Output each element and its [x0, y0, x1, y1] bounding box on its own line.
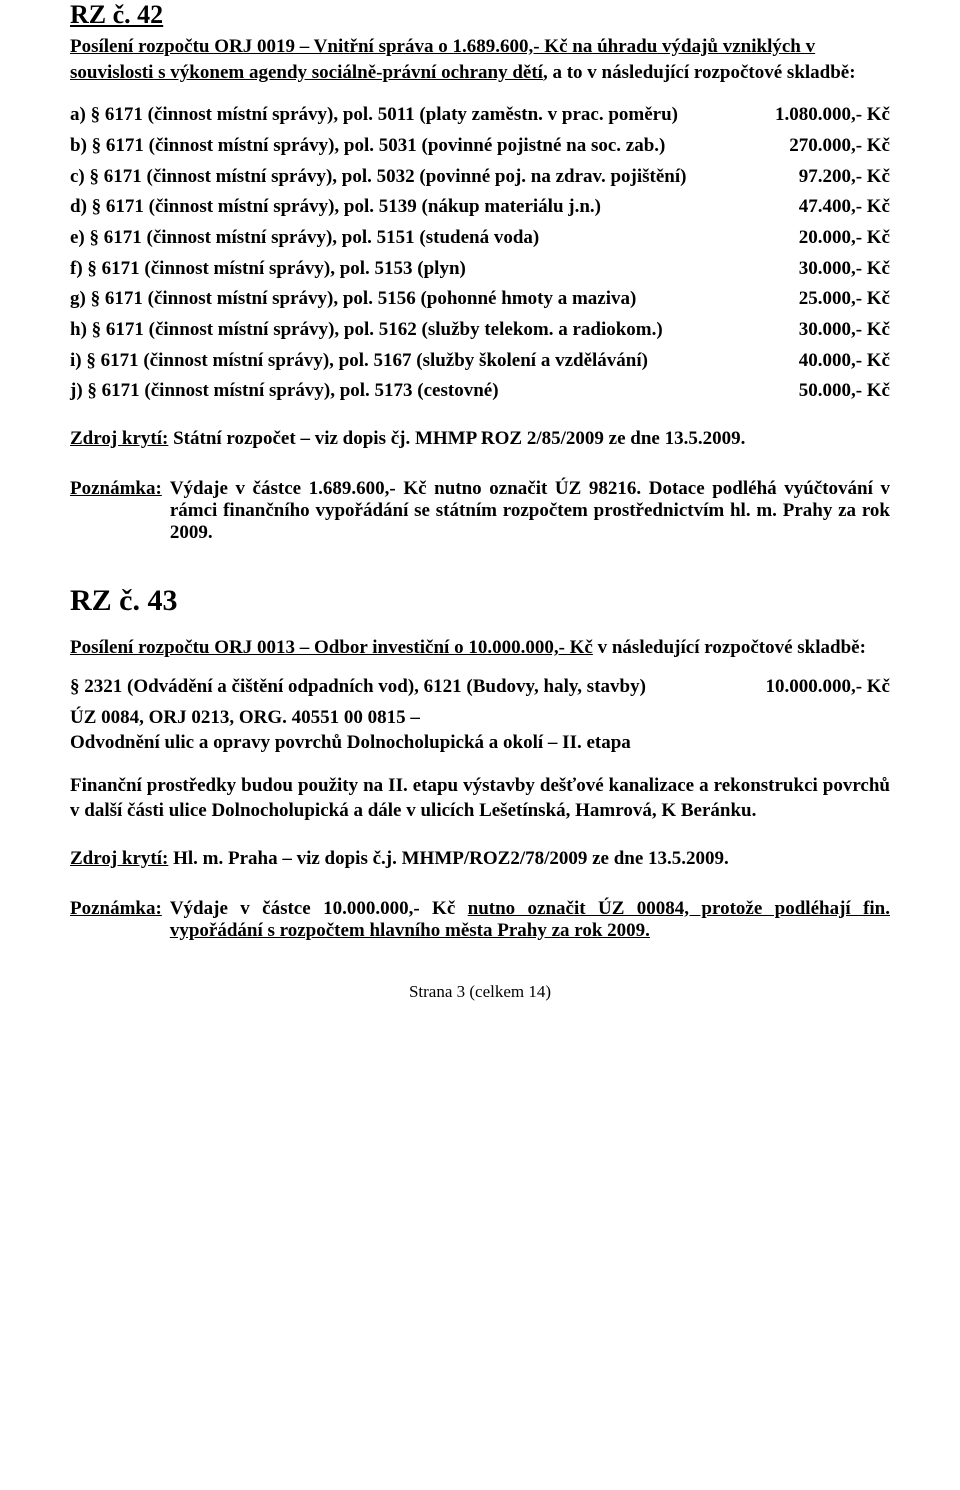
zdroj-text: Hl. m. Praha – viz dopis č.j. MHMP/ROZ2/… — [168, 848, 728, 869]
item-amount: 97.200,- Kč — [799, 165, 890, 190]
section-heading-rz42: RZ č. 42 — [70, 0, 890, 30]
section2-intro-underlined: Posílení rozpočtu ORJ 0013 – Odbor inves… — [70, 637, 593, 658]
document-page: RZ č. 42 Posílení rozpočtu ORJ 0019 – Vn… — [0, 0, 960, 1032]
item-label: j) § 6171 (činnost místní správy), pol. … — [70, 379, 799, 404]
item-label: i) § 6171 (činnost místní správy), pol. … — [70, 349, 799, 374]
page-footer: Strana 3 (celkem 14) — [70, 982, 890, 1002]
item-amount: 30.000,- Kč — [799, 257, 890, 282]
section2-items: § 2321 (Odvádění a čištění odpadních vod… — [70, 675, 890, 755]
budget-item-b: b) § 6171 (činnost místní správy), pol. … — [70, 134, 890, 159]
section2-line-odvodneni: Odvodnění ulic a opravy povrchů Dolnocho… — [70, 731, 890, 756]
budget-item-e: e) § 6171 (činnost místní správy), pol. … — [70, 226, 890, 251]
section2-line-uz: ÚZ 0084, ORJ 0213, ORG. 40551 00 0815 – — [70, 706, 890, 731]
item-label: § 2321 (Odvádění a čištění odpadních vod… — [70, 675, 765, 700]
item-label: f) § 6171 (činnost místní správy), pol. … — [70, 257, 799, 282]
item-amount: 47.400,- Kč — [799, 195, 890, 220]
item-label: g) § 6171 (činnost místní správy), pol. … — [70, 287, 799, 312]
note-body: Výdaje v částce 1.689.600,- Kč nutno ozn… — [170, 478, 890, 544]
budget-item-2321: § 2321 (Odvádění a čištění odpadních vod… — [70, 675, 890, 700]
item-label: b) § 6171 (činnost místní správy), pol. … — [70, 134, 789, 159]
section-heading-rz43: RZ č. 43 — [70, 584, 890, 618]
item-amount: 25.000,- Kč — [799, 287, 890, 312]
section2-intro-after: v následující rozpočtové skladbě: — [593, 637, 866, 658]
note-label: Poznámka: — [70, 898, 162, 942]
section2-paragraph: Finanční prostředky budou použity na II.… — [70, 774, 890, 823]
budget-item-f: f) § 6171 (činnost místní správy), pol. … — [70, 257, 890, 282]
item-label: a) § 6171 (činnost místní správy), pol. … — [70, 103, 775, 128]
item-amount: 40.000,- Kč — [799, 349, 890, 374]
budget-item-h: h) § 6171 (činnost místní správy), pol. … — [70, 318, 890, 343]
section2-zdroj: Zdroj krytí: Hl. m. Praha – viz dopis č.… — [70, 848, 890, 870]
section1-items: a) § 6171 (činnost místní správy), pol. … — [70, 103, 890, 404]
budget-item-i: i) § 6171 (činnost místní správy), pol. … — [70, 349, 890, 374]
item-amount: 1.080.000,- Kč — [775, 103, 890, 128]
budget-item-d: d) § 6171 (činnost místní správy), pol. … — [70, 195, 890, 220]
zdroj-label: Zdroj krytí: — [70, 428, 168, 449]
note-label: Poznámka: — [70, 478, 162, 544]
section1-zdroj: Zdroj krytí: Státní rozpočet – viz dopis… — [70, 428, 890, 450]
section2-intro: Posílení rozpočtu ORJ 0013 – Odbor inves… — [70, 637, 890, 659]
item-label: e) § 6171 (činnost místní správy), pol. … — [70, 226, 799, 251]
item-amount: 10.000.000,- Kč — [765, 675, 890, 700]
item-amount: 270.000,- Kč — [789, 134, 890, 159]
item-amount: 20.000,- Kč — [799, 226, 890, 251]
section1-note: Poznámka: Výdaje v částce 1.689.600,- Kč… — [70, 478, 890, 544]
section2-note: Poznámka: Výdaje v částce 10.000.000,- K… — [70, 898, 890, 942]
item-label: h) § 6171 (činnost místní správy), pol. … — [70, 318, 799, 343]
zdroj-label: Zdroj krytí: — [70, 848, 168, 869]
note-before: Výdaje v částce 10.000.000,- Kč — [170, 898, 468, 919]
section1-intro-after: , a to v následující rozpočtové skladbě: — [543, 62, 856, 83]
section1-intro: Posílení rozpočtu ORJ 0019 – Vnitřní spr… — [70, 34, 890, 85]
zdroj-text: Státní rozpočet – viz dopis čj. MHMP ROZ… — [168, 428, 745, 449]
budget-item-a: a) § 6171 (činnost místní správy), pol. … — [70, 103, 890, 128]
budget-item-j: j) § 6171 (činnost místní správy), pol. … — [70, 379, 890, 404]
item-amount: 50.000,- Kč — [799, 379, 890, 404]
item-label: d) § 6171 (činnost místní správy), pol. … — [70, 195, 799, 220]
budget-item-g: g) § 6171 (činnost místní správy), pol. … — [70, 287, 890, 312]
item-amount: 30.000,- Kč — [799, 318, 890, 343]
item-label: c) § 6171 (činnost místní správy), pol. … — [70, 165, 799, 190]
note-body: Výdaje v částce 10.000.000,- Kč nutno oz… — [170, 898, 890, 942]
budget-item-c: c) § 6171 (činnost místní správy), pol. … — [70, 165, 890, 190]
